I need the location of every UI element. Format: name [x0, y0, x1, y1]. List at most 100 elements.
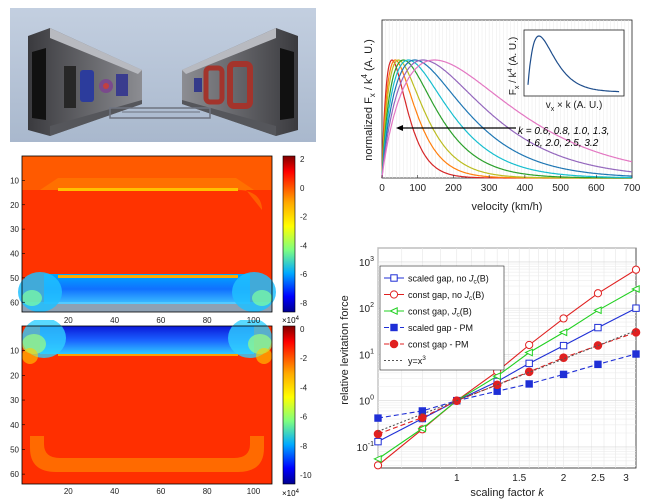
- legend-label: const gap, Jc(B): [408, 307, 472, 319]
- velocity-ylabel: normalized Fx / k4 (A. U.): [360, 39, 377, 161]
- colorbar-tick-label: -6: [300, 270, 308, 279]
- scaling-marker: [374, 414, 382, 422]
- heatmap-ytick-label: 10: [10, 347, 19, 356]
- inset-curve: [527, 35, 620, 93]
- velocity-curve-k-1.6: [381, 59, 632, 179]
- colorbar-tick-label: -10: [300, 471, 312, 480]
- velocity-xtick-label: 200: [445, 183, 462, 194]
- scaling-marker: [389, 307, 398, 315]
- scaling-legend: scaled gap, no Jc(B) const gap, no Jc(B) c…: [379, 265, 505, 371]
- legend-label: const gap, no Jc(B): [408, 290, 484, 302]
- scaling-marker: [594, 323, 602, 332]
- scaling-chart: relative levitation force 1 1.5 2 2.5 3 10-1 1…: [339, 247, 641, 499]
- scaling-marker: [492, 372, 501, 381]
- inset-ylabel: Fx / k4 (A. U.): [507, 37, 521, 96]
- scaling-marker: [524, 348, 533, 357]
- heatmap-ytick-label: 20: [10, 201, 19, 210]
- series-line-scaled-gap-no-jc-b-: [377, 307, 637, 443]
- legend-label: y=x3: [408, 355, 426, 366]
- scaling-xtick-label: 1.5: [512, 473, 526, 484]
- velocity-xtick-label: 500: [552, 183, 569, 194]
- scaling-marker: [559, 341, 568, 350]
- track-render-image: [10, 8, 316, 142]
- scaling-marker: [390, 274, 398, 282]
- series-line-const-gap-jc-b-: [377, 288, 637, 460]
- colorbar-tick-label: 0: [300, 184, 305, 193]
- heatmap-xtick-label: 100: [247, 487, 261, 496]
- scaling-marker: [492, 380, 502, 390]
- scaling-ytick-label: 102: [359, 302, 374, 315]
- velocity-xtick-label: 100: [409, 183, 426, 194]
- heatmap-xtick-label: 60: [156, 487, 165, 496]
- scaling-marker: [632, 350, 640, 358]
- scaling-marker: [389, 290, 399, 299]
- svg-text:normalized Fx / k4 (A. U.): normalized Fx / k4 (A. U.): [360, 39, 377, 161]
- k-arrow-head: [396, 125, 403, 131]
- scaling-marker: [593, 289, 603, 298]
- scaling-marker: [558, 328, 568, 337]
- colorbar-tick-label: 0: [300, 325, 305, 334]
- heatmap-ytick-label: 20: [10, 371, 19, 380]
- colorbar-tick-label: -2: [300, 354, 308, 363]
- scaling-ylabel: relative levitation force: [339, 295, 351, 404]
- scaling-ytick-label: 100: [359, 395, 374, 408]
- series-line-scaled-gap-pm: [377, 353, 637, 419]
- scaling-marker: [631, 265, 641, 274]
- series-line-y-x-3: [377, 330, 637, 432]
- scaling-ytick-label: 101: [359, 348, 374, 361]
- heatmap-xtick-label: 20: [64, 487, 73, 496]
- heatmap-xtick-label: 40: [110, 316, 119, 325]
- scaling-marker: [373, 429, 383, 439]
- scaling-marker: [373, 461, 383, 470]
- scaling-marker: [418, 407, 427, 415]
- svg-text:Fx / k4 (A. U.): Fx / k4 (A. U.): [507, 37, 521, 96]
- heatmap-bottom: 10 20 30 40 50 60 20 40 60 80 100 0 -2 -4 -6 -8 -10: [10, 320, 312, 496]
- scaling-xlabel: scaling factor k: [470, 487, 544, 499]
- velocity-curve-k-2.5: [381, 59, 632, 179]
- colorbar-tick-label: -4: [300, 241, 308, 250]
- scaling-marker: [373, 454, 382, 463]
- scaling-marker: [559, 314, 568, 323]
- scaling-marker: [389, 339, 399, 349]
- colorbar-tick-label: -8: [300, 442, 308, 451]
- scaling-marker: [593, 306, 602, 315]
- heatmap-top-yticks: 10 20 30 40 50 60: [10, 176, 25, 307]
- scaling-marker: [525, 340, 534, 350]
- velocity-xlabel: velocity (km/h): [472, 201, 543, 213]
- scaling-marker: [524, 367, 534, 377]
- heatmap-top-xaxis: 20 40 60 80 100 ×104: [64, 316, 300, 325]
- scaling-marker: [631, 328, 641, 337]
- colorbar-tick-label: -6: [300, 413, 308, 422]
- heatmap-xtick-label: 20: [64, 316, 73, 325]
- scaling-xtick-label: 3: [623, 473, 629, 484]
- colorbar-tick-label: -2: [300, 213, 308, 222]
- k-annotation-line1: k = 0.6, 0.8, 1.0, 1.3,: [518, 126, 609, 137]
- scaling-marker: [418, 413, 427, 422]
- velocity-xtick-label: 700: [624, 183, 641, 194]
- scaling-marker: [525, 359, 533, 368]
- velocity-curve-k-1.3: [381, 59, 632, 179]
- velocity-xtick-label: 600: [588, 183, 605, 194]
- heatmap-bottom-exp: ×104: [282, 489, 300, 498]
- legend-label: scaled gap - PM: [408, 323, 473, 333]
- scaling-marker: [559, 370, 568, 379]
- heatmap-top-colorbar-exponent: ×104: [282, 316, 300, 325]
- heatmap-bottom-colorbar-exponent: ×104: [282, 489, 300, 498]
- scaling-marker: [525, 380, 533, 388]
- scaling-marker: [631, 284, 640, 293]
- heatmap-ytick-label: 50: [10, 445, 19, 454]
- heatmap-ytick-label: 60: [10, 298, 19, 307]
- scaling-marker: [390, 323, 398, 332]
- colorbar-tick-label: -8: [300, 299, 308, 308]
- scaling-marker: [374, 437, 382, 446]
- heatmap-xtick-label: 60: [156, 316, 165, 325]
- velocity-chart: normalized Fx / k4 (A. U.) 0 100 200 300 400…: [360, 19, 641, 213]
- heatmap-ytick-label: 30: [10, 396, 19, 405]
- heatmap-ytick-label: 10: [10, 176, 19, 185]
- heatmap-ytick-label: 50: [10, 274, 19, 283]
- colorbar-tick-label: 2: [300, 155, 305, 164]
- scaling-xtick-label: 2.5: [591, 473, 605, 484]
- velocity-xtick-label: 400: [517, 183, 534, 194]
- k-annotation-line2: 1.6, 2.0, 2.5, 3.2: [526, 138, 599, 149]
